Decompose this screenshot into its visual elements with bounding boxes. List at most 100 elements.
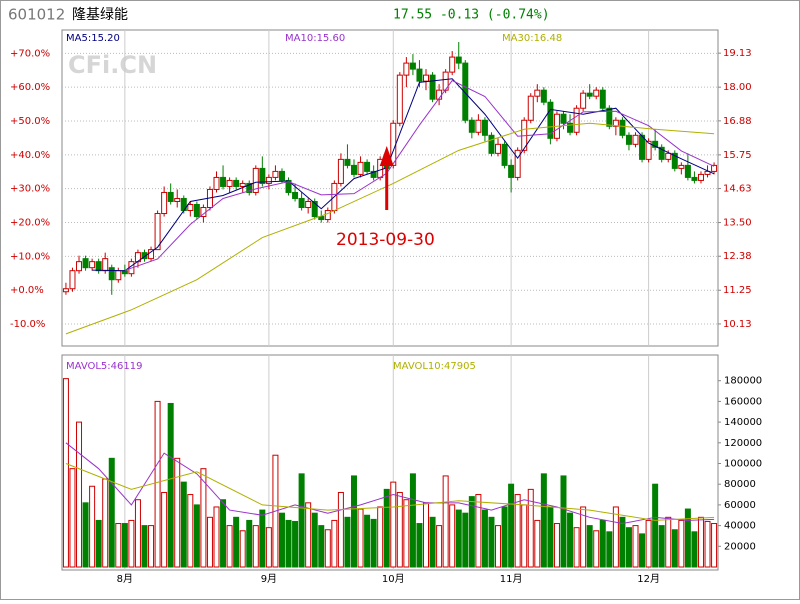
candle-body	[233, 179, 240, 187]
volume-bar	[337, 491, 344, 568]
candle-body	[76, 261, 83, 272]
volume-bar	[652, 483, 659, 568]
volume-bar	[154, 400, 161, 568]
volume-bar	[704, 520, 711, 568]
candle-body	[671, 152, 678, 169]
y2-tick-label: 60000	[724, 500, 756, 511]
volume-bar	[684, 508, 691, 568]
volume-bar	[481, 509, 488, 568]
candle-body	[468, 119, 475, 133]
candle-body	[560, 113, 567, 124]
volume-bar	[62, 378, 69, 568]
annotation: 2013-09-30	[336, 230, 435, 250]
candle-body	[115, 270, 122, 281]
y-tick-label: +30.0%	[10, 184, 50, 195]
volume-bar	[468, 496, 475, 568]
ma-line	[92, 78, 715, 272]
volume-bar	[527, 488, 534, 568]
candle-body	[652, 140, 659, 148]
volume-bar	[364, 514, 371, 568]
y-tick-label: +20.0%	[10, 218, 50, 229]
candle-body	[226, 179, 233, 187]
candle-body	[174, 197, 181, 202]
volume-bar	[612, 506, 619, 568]
candle-body	[350, 164, 357, 175]
candle-body	[514, 149, 521, 178]
candle-body	[193, 203, 200, 218]
volume-bar	[449, 504, 456, 568]
candle-body	[305, 200, 312, 209]
volume-bar	[403, 499, 410, 568]
candle-body	[370, 170, 377, 178]
volume-bar	[619, 516, 626, 568]
candle-body	[187, 203, 194, 212]
volume-bar	[416, 523, 423, 568]
volume-bar	[606, 531, 613, 568]
volume-bar	[305, 502, 312, 568]
volume-bar	[658, 525, 665, 568]
volume-bar	[593, 530, 600, 568]
legend-entry: MA30:16.48	[502, 33, 562, 44]
candle-body	[684, 164, 691, 178]
candle-body	[645, 140, 652, 160]
volume-bar	[121, 523, 128, 568]
volume-bar	[442, 475, 449, 568]
candle-body	[252, 167, 259, 193]
candle-body	[658, 146, 665, 160]
volume-bar	[318, 525, 325, 568]
candle-body	[416, 68, 423, 82]
y2-tick-label: 140000	[724, 417, 762, 428]
volume-bar	[278, 512, 285, 568]
volume-bar	[377, 506, 384, 568]
candle-body	[246, 182, 253, 193]
x-tick-label: 8月	[117, 573, 133, 585]
volume-bar	[220, 499, 227, 568]
volume-bar	[102, 478, 109, 568]
volume-bar	[645, 519, 652, 568]
volume-bar	[95, 519, 102, 568]
y-tick-label: -10.0%	[10, 319, 45, 330]
x-tick-label: 9月	[261, 573, 277, 585]
y2-tick-label: 20000	[724, 541, 756, 552]
candle-body	[625, 134, 632, 145]
volume-bar	[324, 529, 331, 568]
candle-body	[141, 252, 148, 260]
candle-body	[278, 170, 285, 181]
volume-bar	[344, 516, 351, 568]
candle-body	[89, 261, 96, 269]
y2-tick-label: 100000	[724, 459, 762, 470]
volume-bar	[586, 525, 593, 568]
candle-body	[508, 164, 515, 178]
candle-body	[318, 216, 325, 221]
volume-bar	[226, 525, 233, 568]
y-tick-label: +10.0%	[10, 251, 50, 262]
candle-body	[599, 89, 606, 109]
volume-bar	[108, 457, 115, 568]
volume-bar	[233, 516, 240, 568]
volume-bar	[357, 508, 364, 568]
candle-body	[298, 197, 305, 209]
volume-bar	[671, 529, 678, 568]
candle-body	[265, 176, 272, 184]
volume-panel	[61, 354, 719, 571]
volume-bar	[246, 519, 253, 568]
volume-bar	[76, 421, 83, 568]
candle-body	[501, 143, 508, 166]
volume-bar	[239, 530, 246, 568]
y2-tick-label: 80000	[724, 479, 756, 490]
y2-tick-label: 10.13	[723, 319, 752, 330]
candle-body	[285, 179, 292, 193]
candle-body	[665, 152, 672, 160]
volume-bar	[311, 512, 318, 568]
y2-tick-label: 160000	[724, 396, 762, 407]
y2-tick-label: 18.00	[723, 82, 752, 93]
y2-tick-label: 16.88	[723, 116, 752, 127]
candle-body	[704, 170, 711, 175]
candle-body	[449, 56, 456, 73]
candle-body	[102, 258, 109, 272]
ma-line	[124, 79, 715, 271]
volume-bar	[436, 525, 443, 568]
price-panel	[61, 29, 719, 347]
candle-body	[390, 122, 397, 166]
y-tick-label: +0.0%	[10, 285, 44, 296]
